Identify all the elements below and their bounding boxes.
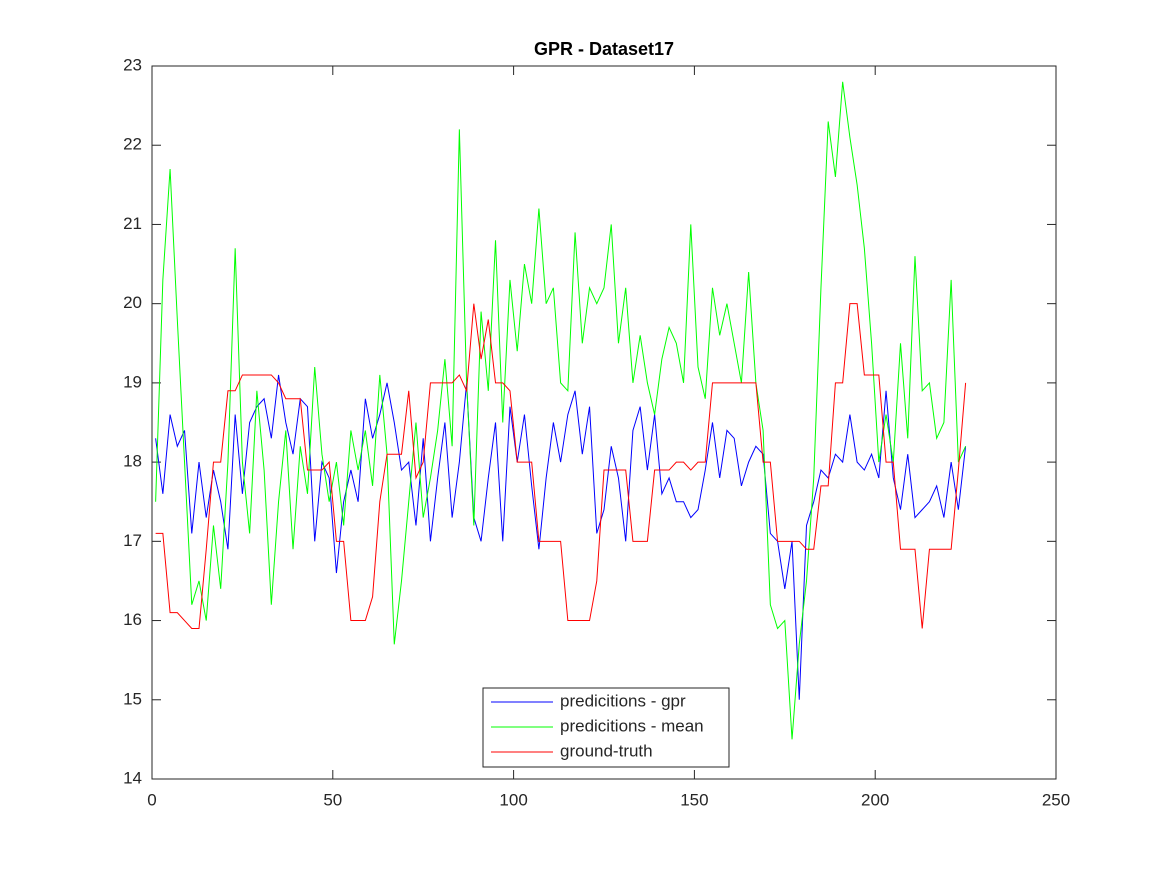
y-tick-label: 21 bbox=[123, 214, 142, 233]
y-tick-label: 14 bbox=[123, 768, 142, 787]
y-tick-label: 22 bbox=[123, 135, 142, 154]
y-tick-label: 18 bbox=[123, 452, 142, 471]
x-tick-label: 0 bbox=[147, 790, 156, 809]
x-tick-label: 100 bbox=[499, 790, 527, 809]
x-tick-label: 250 bbox=[1042, 790, 1070, 809]
axes-box bbox=[151, 65, 1057, 780]
y-tick-label: 17 bbox=[123, 531, 142, 550]
legend-label: ground-truth bbox=[560, 741, 653, 760]
series-line bbox=[155, 81, 967, 740]
y-tick-label: 15 bbox=[123, 689, 142, 708]
x-tick-label: 200 bbox=[861, 790, 889, 809]
chart-title: GPR - Dataset17 bbox=[534, 39, 674, 59]
legend-label: predicitions - gpr bbox=[560, 691, 686, 710]
y-tick-label: 19 bbox=[123, 372, 142, 391]
series-line bbox=[155, 374, 967, 700]
x-tick-label: 150 bbox=[680, 790, 708, 809]
x-tick-label: 50 bbox=[323, 790, 342, 809]
y-tick-label: 20 bbox=[123, 293, 142, 312]
legend-label: predicitions - mean bbox=[560, 716, 704, 735]
y-tick-label: 23 bbox=[123, 55, 142, 74]
y-tick-label: 16 bbox=[123, 610, 142, 629]
series-line bbox=[155, 303, 967, 629]
